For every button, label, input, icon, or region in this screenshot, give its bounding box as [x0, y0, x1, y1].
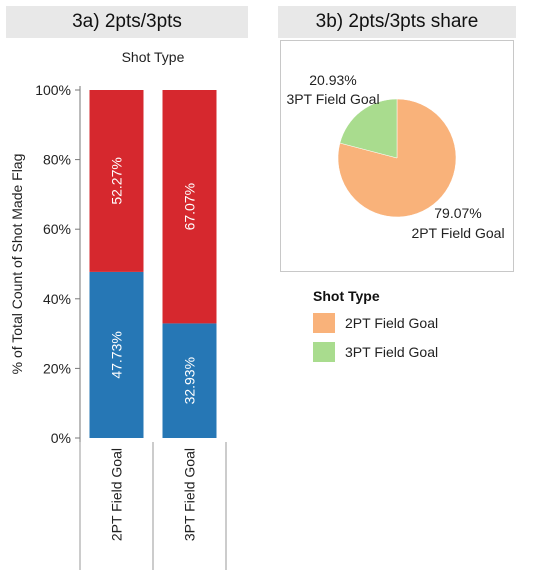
- bar-data-label: 47.73%: [109, 331, 125, 378]
- y-tick-label: 80%: [43, 152, 71, 168]
- pie-value-label-0: 79.07%: [434, 205, 481, 221]
- bar-data-label: 67.07%: [182, 183, 198, 230]
- x-category-label: 2PT Field Goal: [109, 448, 125, 541]
- pie-slice-1: [339, 98, 398, 159]
- legend: Shot Type 2PT Field Goal 3PT Field Goal: [313, 288, 438, 370]
- y-tick-label: 0%: [51, 430, 71, 446]
- y-tick-label: 20%: [43, 360, 71, 376]
- bar-segment-0-0: [89, 271, 144, 438]
- legend-label-2pt: 2PT Field Goal: [345, 315, 439, 331]
- legend-item-3pt: 3PT Field Goal: [313, 341, 438, 363]
- stacked-bar-chart: Shot Type 0% 20% 40% 60% 80% 100% % of Total Co…: [9, 49, 227, 570]
- bar-segment-0-1: [162, 323, 217, 438]
- legend-title: Shot Type: [313, 288, 380, 304]
- x-category-label: 3PT Field Goal: [182, 448, 198, 541]
- chart-title-2pts-3pts: 3a) 2pts/3pts: [6, 6, 248, 38]
- legend-swatch-2pt: [313, 313, 335, 333]
- legend-item-2pt: 2PT Field Goal: [313, 312, 438, 334]
- column-header: Shot Type: [122, 49, 185, 65]
- legend-label-3pt: 3PT Field Goal: [345, 344, 439, 360]
- pie-chart-frame: [280, 40, 514, 272]
- pie-value-label-1: 20.93%: [309, 72, 356, 88]
- y-axis-title: % of Total Count of Shot Made Flag: [9, 154, 25, 375]
- bar-data-label: 52.27%: [109, 157, 125, 204]
- bar-segment-1-1: [162, 90, 217, 324]
- bar-segment-1-0: [89, 90, 144, 272]
- pie-chart: 79.07% 2PT Field Goal 20.93% 3PT Field Goal: [286, 72, 504, 241]
- y-tick-label: 100%: [35, 82, 71, 98]
- y-tick-label: 60%: [43, 221, 71, 237]
- bar-data-label: 32.93%: [182, 357, 198, 404]
- legend-swatch-3pt: [313, 342, 335, 362]
- pie-name-label-0: 2PT Field Goal: [411, 225, 504, 241]
- pie-name-label-1: 3PT Field Goal: [286, 91, 379, 107]
- y-tick-label: 40%: [43, 291, 71, 307]
- chart-title-share: 3b) 2pts/3pts share: [278, 6, 516, 38]
